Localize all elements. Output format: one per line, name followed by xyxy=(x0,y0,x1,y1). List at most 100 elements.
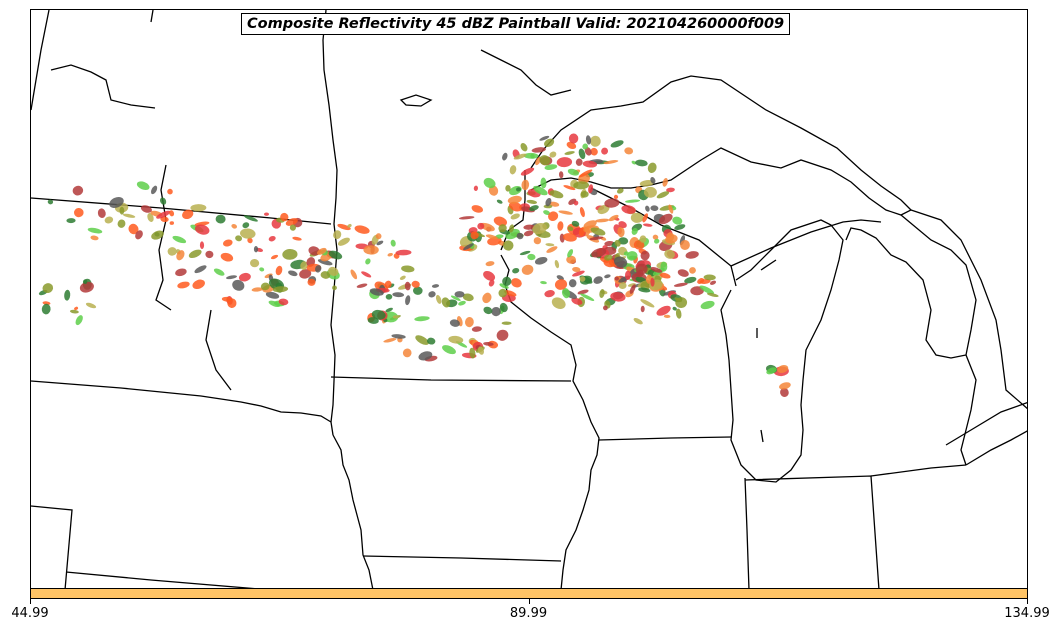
storm-cell xyxy=(243,215,258,222)
storm-cell xyxy=(662,178,668,187)
storm-cell xyxy=(672,306,677,311)
storm-cell xyxy=(441,297,451,308)
storm-cell xyxy=(604,240,615,247)
storm-cell xyxy=(777,365,789,373)
storm-cell xyxy=(554,259,560,269)
storm-cell xyxy=(268,235,276,242)
storm-cell xyxy=(64,289,71,301)
storm-cell xyxy=(238,272,251,282)
storm-cell xyxy=(140,205,152,213)
storm-cell xyxy=(523,152,539,159)
storm-cell xyxy=(664,249,675,259)
storm-cell xyxy=(618,237,629,245)
storm-cell xyxy=(199,241,205,249)
storm-cell xyxy=(579,207,585,218)
storm-cell xyxy=(499,302,508,313)
storm-cell xyxy=(483,177,496,189)
storm-cell xyxy=(539,155,551,166)
storm-cell xyxy=(650,177,656,184)
storm-cell xyxy=(766,367,777,375)
storm-cell xyxy=(539,135,550,141)
storm-cell xyxy=(502,152,508,161)
storm-cell xyxy=(504,290,517,297)
storm-cell xyxy=(549,190,564,199)
storm-cell xyxy=(577,289,589,295)
storm-cell xyxy=(190,204,207,212)
storm-cell xyxy=(469,347,476,359)
storm-cell xyxy=(232,279,245,291)
storm-cell xyxy=(572,266,581,273)
storm-cell xyxy=(42,283,54,294)
storm-cell xyxy=(496,199,503,204)
storm-cell xyxy=(354,225,370,234)
storm-cell xyxy=(566,255,576,264)
storm-cell xyxy=(659,272,671,279)
storm-cell xyxy=(580,293,595,301)
storm-cell xyxy=(66,218,76,224)
storm-cell xyxy=(675,297,688,309)
storm-cell xyxy=(117,219,126,228)
storm-cell xyxy=(674,224,686,230)
storm-cell xyxy=(582,160,598,168)
storm-cell xyxy=(458,300,466,306)
storm-cell xyxy=(363,245,379,255)
storm-cell xyxy=(215,214,226,224)
storm-cell xyxy=(780,387,789,397)
storm-cell xyxy=(350,269,358,280)
lake-mi-dash-3 xyxy=(760,429,764,443)
storm-cell xyxy=(369,288,384,296)
storm-cell xyxy=(690,286,704,296)
storm-cell xyxy=(580,190,589,198)
storm-cell xyxy=(375,233,382,240)
storm-cell xyxy=(136,181,150,190)
storm-cell xyxy=(250,258,260,268)
storm-cell xyxy=(639,235,647,243)
storm-cell xyxy=(300,261,308,270)
storm-cell xyxy=(288,270,298,277)
storm-cell xyxy=(511,278,522,288)
storm-cell xyxy=(614,239,621,247)
storm-cell xyxy=(533,185,548,196)
storm-cell xyxy=(633,240,645,250)
colorbar xyxy=(30,588,1028,599)
storm-cell xyxy=(503,240,514,251)
map-panel xyxy=(30,9,1028,589)
storm-cell xyxy=(575,158,583,166)
storm-cell xyxy=(599,289,605,298)
storm-cell xyxy=(383,338,397,343)
storm-cell xyxy=(675,308,682,319)
storm-cell xyxy=(488,279,495,287)
colorbar-tick-label: 44.99 xyxy=(11,606,49,621)
storm-cell xyxy=(82,279,88,284)
storm-cell xyxy=(567,226,574,231)
storm-cell xyxy=(689,267,696,274)
colorbar-tick xyxy=(1027,599,1028,604)
storm-cell xyxy=(545,197,552,207)
storm-cell xyxy=(680,240,690,250)
storm-cell xyxy=(498,224,507,233)
storm-cell xyxy=(603,160,619,165)
michigan-thumb xyxy=(960,354,977,466)
storm-cell xyxy=(588,184,594,194)
storm-cell xyxy=(650,277,655,287)
storm-cell xyxy=(779,382,791,390)
storm-cell xyxy=(328,266,339,276)
storm-cell xyxy=(625,270,631,280)
mississippi-river xyxy=(500,254,600,588)
lake-mi-dash-1 xyxy=(760,259,777,271)
storm-cell xyxy=(516,187,521,192)
storm-cell xyxy=(590,147,598,156)
storm-cell xyxy=(220,252,234,262)
storm-cell xyxy=(315,265,322,273)
ontario-shore xyxy=(910,209,1027,410)
storm-cell xyxy=(213,268,225,276)
storm-cell xyxy=(544,164,558,170)
storm-cell xyxy=(585,135,592,145)
storm-cell xyxy=(640,305,645,313)
storm-cell xyxy=(449,319,460,327)
storm-cell xyxy=(268,300,281,308)
storm-cell xyxy=(332,285,337,291)
storm-cell xyxy=(590,135,601,147)
storm-cell xyxy=(72,185,84,196)
storm-cell xyxy=(638,287,651,293)
